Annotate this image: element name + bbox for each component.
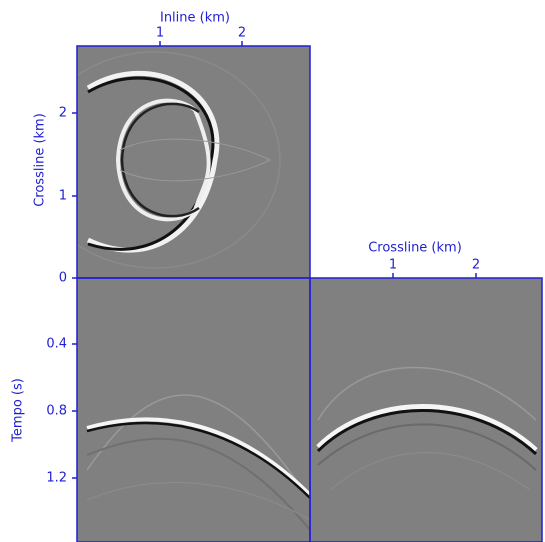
tick-label: 1 (389, 258, 397, 273)
axis-label: Tempo (s) (11, 378, 26, 443)
tick-label: 2 (59, 106, 67, 121)
figure: Inline (km)12Crossline (km)12Crossline (… (0, 0, 545, 542)
axis-label: Inline (km) (160, 11, 230, 26)
tick-label: 1.2 (46, 471, 67, 486)
tick-label: 0.8 (46, 404, 67, 419)
tick-label: 0 (59, 271, 67, 286)
axis-label: Crossline (km) (33, 113, 48, 207)
crossline-section (310, 278, 542, 542)
tick-label: 1 (59, 189, 67, 204)
tick-label: 1 (156, 26, 164, 41)
depth-slice (30, 46, 310, 278)
inline-section (77, 278, 310, 542)
tick-label: 2 (472, 258, 480, 273)
axis-label: Crossline (km) (368, 241, 462, 256)
tick-label: 0.4 (46, 337, 67, 352)
tick-label: 2 (238, 26, 246, 41)
